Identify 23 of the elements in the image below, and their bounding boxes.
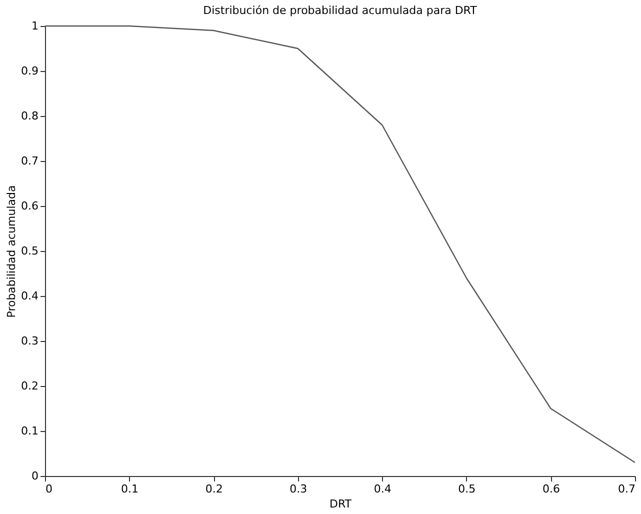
y-tick-label: 0.2 — [21, 380, 38, 392]
y-tick-label: 0.5 — [21, 244, 38, 258]
x-tick-label: 0.4 — [374, 482, 392, 496]
y-tick-label: 0.4 — [21, 290, 38, 302]
y-tick-label: 0.1 — [21, 424, 38, 438]
y-tick-label: 0.3 — [21, 334, 38, 348]
y-tick-label: 0 — [32, 470, 38, 482]
x-tick-label: 0 — [46, 482, 52, 496]
x-axis-title: DRT — [329, 498, 352, 510]
y-tick-label: 0.7 — [21, 154, 38, 168]
x-tick-label: 0.2 — [205, 482, 223, 496]
chart-title: Distribución de probabilidad acumulada para DRT — [203, 4, 478, 17]
x-tick-label: 0.1 — [121, 482, 139, 496]
y-tick-label: 0.6 — [21, 200, 38, 212]
x-tick-label: 0.3 — [290, 482, 308, 496]
y-axis-title: Probabilidad acumulada — [5, 185, 18, 318]
x-tick-label: 0.5 — [458, 482, 476, 496]
x-tick-label: 0.6 — [542, 482, 560, 496]
y-tick-label: 0.9 — [21, 64, 38, 78]
x-tick-label: 0.7 — [618, 482, 636, 496]
line-series — [44, 25, 636, 464]
y-tick-label: 1 — [32, 20, 38, 32]
y-tick-label: 0.8 — [21, 110, 38, 122]
